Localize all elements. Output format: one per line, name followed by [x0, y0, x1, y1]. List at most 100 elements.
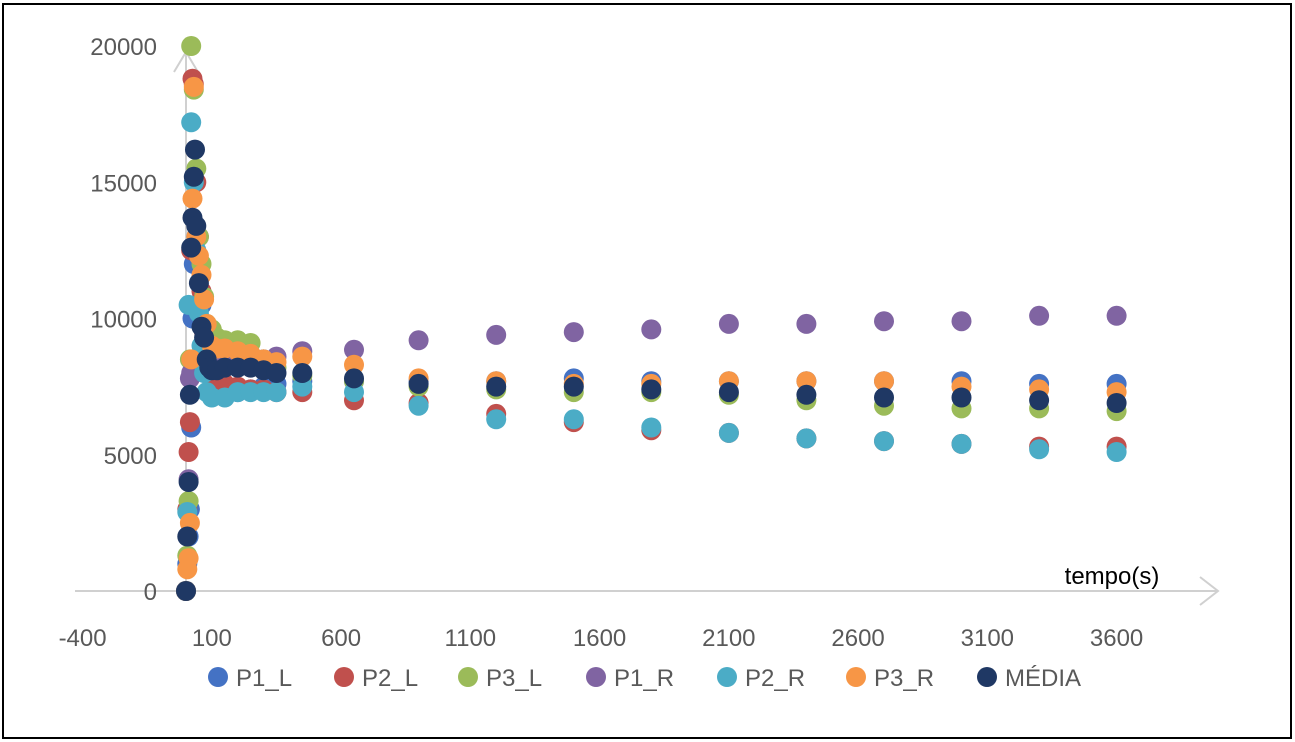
- x-tick-label: 2100: [702, 625, 755, 652]
- data-point: [185, 139, 205, 160]
- legend-marker: [458, 667, 478, 687]
- x-tick-label: 1100: [445, 625, 497, 652]
- legend-item: P3_R: [846, 665, 934, 692]
- data-point: [796, 313, 817, 334]
- data-point: [182, 188, 203, 209]
- data-point: [186, 215, 207, 236]
- x-tick-label: 1600: [573, 625, 626, 652]
- legend: P1_L P2_L P3_L P1_R P2_R P3_R MÉDIA: [208, 665, 1081, 692]
- y-tick-label: 10000: [90, 307, 157, 334]
- legend-label: P3_L: [486, 665, 542, 692]
- data-point: [181, 36, 202, 56]
- legend-label: P3_R: [874, 665, 934, 692]
- data-point: [292, 346, 313, 367]
- data-point: [179, 412, 200, 433]
- legend-marker: [334, 667, 354, 687]
- data-point: [1029, 305, 1050, 326]
- data-point: [563, 409, 584, 430]
- data-points: [176, 36, 1127, 601]
- legend-label: MÉDIA: [1005, 665, 1081, 692]
- legend-item: P2_R: [717, 665, 805, 692]
- data-point: [181, 112, 202, 133]
- legend-item: P1_R: [586, 665, 674, 692]
- x-tick-label: 3600: [1090, 625, 1143, 652]
- data-point: [1029, 439, 1050, 460]
- legend-item: MÉDIA: [977, 665, 1081, 692]
- series-m-dia: [176, 139, 1127, 601]
- data-point: [344, 368, 364, 389]
- data-point: [486, 324, 507, 345]
- data-point: [641, 417, 662, 438]
- legend-marker: [586, 667, 606, 687]
- data-point: [874, 387, 894, 408]
- data-point: [486, 376, 507, 397]
- data-point: [408, 395, 429, 416]
- data-point: [188, 273, 209, 294]
- data-point: [951, 311, 972, 332]
- data-point: [951, 433, 972, 454]
- data-point: [194, 289, 215, 310]
- legend-label: P1_R: [614, 665, 674, 692]
- data-point: [796, 384, 817, 405]
- data-point: [1029, 390, 1050, 411]
- data-point: [177, 526, 198, 547]
- y-tick-label: 20000: [90, 34, 157, 61]
- legend-item: P3_L: [458, 665, 542, 692]
- legend-label: P2_R: [745, 665, 805, 692]
- legend-item: P1_L: [208, 665, 292, 692]
- legend-label: P2_L: [362, 665, 418, 692]
- x-axis-title: tempo(s): [1065, 563, 1160, 590]
- data-point: [344, 382, 364, 403]
- data-point: [183, 166, 204, 187]
- data-point: [951, 387, 972, 408]
- data-point: [176, 581, 196, 601]
- legend-marker: [717, 667, 737, 687]
- data-point: [408, 330, 429, 351]
- data-point: [486, 409, 507, 430]
- y-tick-labels: 0 5000 10000 15000 20000: [90, 34, 157, 606]
- data-point: [1106, 442, 1127, 462]
- x-tick-label: 2600: [831, 625, 884, 652]
- x-tick-label: 3100: [961, 625, 1014, 652]
- legend-marker: [846, 667, 866, 687]
- x-tick-label: 100: [192, 625, 232, 652]
- y-tick-label: 0: [144, 579, 157, 606]
- data-point: [178, 472, 199, 492]
- data-point: [179, 384, 200, 405]
- y-tick-label: 15000: [90, 170, 157, 197]
- x-tick-labels: -400 100 600 1100 1600 2100 2600 3100 3600: [59, 625, 1144, 652]
- legend-item: P2_L: [334, 665, 418, 692]
- data-point: [178, 442, 199, 462]
- legend-marker: [208, 667, 228, 687]
- data-point: [874, 371, 894, 392]
- data-point: [1106, 305, 1127, 326]
- data-point: [718, 382, 739, 403]
- legend-label: P1_L: [236, 665, 292, 692]
- data-point: [183, 76, 204, 97]
- legend-marker: [977, 667, 997, 687]
- y-tick-label: 5000: [104, 443, 157, 470]
- data-point: [641, 319, 662, 340]
- x-tick-label: -400: [59, 625, 107, 652]
- data-point: [194, 327, 215, 348]
- data-point: [178, 548, 199, 569]
- data-point: [181, 349, 202, 370]
- data-point: [181, 237, 202, 258]
- data-point: [874, 431, 894, 452]
- data-point: [874, 311, 894, 332]
- data-point: [266, 382, 287, 403]
- data-point: [408, 373, 429, 394]
- x-tick-label: 600: [321, 625, 361, 652]
- data-point: [266, 363, 287, 383]
- data-point: [641, 379, 662, 400]
- data-point: [718, 313, 739, 334]
- data-point: [292, 363, 313, 383]
- data-point: [718, 422, 739, 443]
- x-axis-arrow: [1199, 576, 1220, 606]
- data-point: [344, 339, 364, 360]
- data-point: [796, 428, 817, 449]
- data-point: [563, 376, 584, 397]
- data-point: [1106, 393, 1127, 413]
